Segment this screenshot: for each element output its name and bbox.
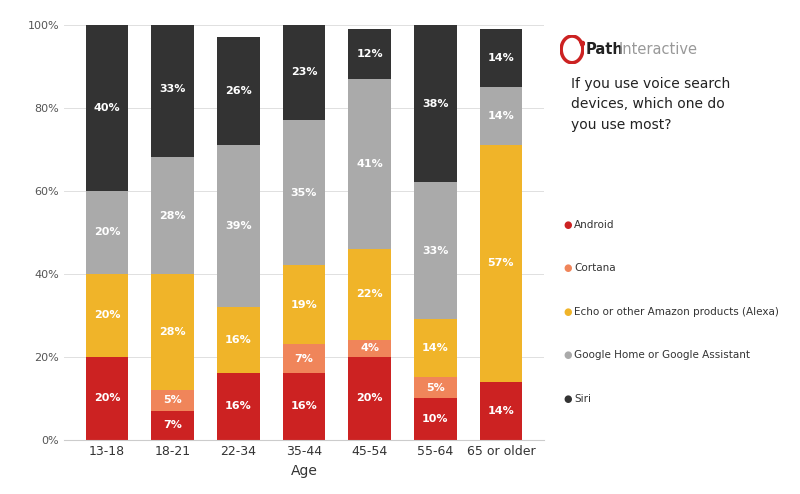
Bar — [348, 249, 391, 340]
Text: 23%: 23% — [290, 67, 318, 78]
Text: 40%: 40% — [94, 103, 121, 113]
Text: Google Home or Google Assistant: Google Home or Google Assistant — [574, 350, 750, 360]
Text: 14%: 14% — [422, 343, 449, 353]
Bar — [414, 319, 457, 377]
Text: 16%: 16% — [290, 402, 318, 412]
Text: 22%: 22% — [356, 289, 383, 299]
Bar — [479, 29, 522, 87]
Text: 14%: 14% — [487, 111, 514, 121]
Bar — [86, 25, 129, 191]
Text: 38%: 38% — [422, 98, 449, 109]
Text: 14%: 14% — [487, 406, 514, 415]
Bar — [217, 373, 260, 440]
Bar — [414, 182, 457, 319]
Text: Echo or other Amazon products (Alexa): Echo or other Amazon products (Alexa) — [574, 307, 779, 317]
Text: 12%: 12% — [356, 49, 383, 59]
Bar — [151, 21, 194, 158]
Bar — [414, 377, 457, 398]
Bar — [217, 307, 260, 373]
Bar — [151, 390, 194, 411]
Text: ●: ● — [563, 307, 572, 317]
Bar — [86, 191, 129, 274]
Text: ●: ● — [563, 394, 572, 404]
Bar — [348, 79, 391, 249]
Bar — [151, 158, 194, 274]
Text: 5%: 5% — [163, 395, 182, 405]
Bar — [217, 37, 260, 145]
Text: 7%: 7% — [294, 354, 314, 364]
Bar — [86, 274, 129, 357]
Text: 20%: 20% — [356, 393, 383, 403]
Text: 35%: 35% — [291, 188, 317, 198]
Text: Interactive: Interactive — [618, 42, 698, 57]
Bar — [414, 25, 457, 182]
Text: Siri: Siri — [574, 394, 591, 404]
Bar — [348, 340, 391, 357]
Text: 28%: 28% — [159, 210, 186, 221]
Bar — [217, 145, 260, 307]
Text: 7%: 7% — [163, 420, 182, 430]
Text: 10%: 10% — [422, 414, 449, 424]
Bar — [282, 25, 326, 120]
Bar — [479, 145, 522, 381]
Text: 39%: 39% — [225, 221, 252, 231]
Text: 57%: 57% — [488, 258, 514, 268]
Bar — [282, 120, 326, 265]
Text: 33%: 33% — [422, 246, 449, 256]
Bar — [282, 373, 326, 440]
Bar — [151, 411, 194, 440]
Text: 14%: 14% — [487, 53, 514, 63]
Text: ●: ● — [563, 350, 572, 360]
Bar — [348, 29, 391, 79]
Text: ●: ● — [563, 263, 572, 273]
Bar — [282, 344, 326, 373]
Text: 16%: 16% — [225, 335, 252, 345]
Bar — [479, 381, 522, 440]
Text: ●: ● — [563, 220, 572, 230]
Bar — [151, 274, 194, 390]
Text: 20%: 20% — [94, 393, 120, 403]
Text: Path: Path — [586, 42, 623, 57]
Text: 19%: 19% — [290, 300, 318, 310]
X-axis label: Age: Age — [290, 464, 318, 479]
Text: 28%: 28% — [159, 327, 186, 337]
Text: Cortana: Cortana — [574, 263, 616, 273]
Bar — [348, 357, 391, 440]
Text: 41%: 41% — [356, 159, 383, 169]
Bar — [86, 357, 129, 440]
Text: If you use voice search
devices, which one do
you use most?: If you use voice search devices, which o… — [571, 77, 730, 132]
Text: 20%: 20% — [94, 310, 120, 320]
Text: 16%: 16% — [225, 402, 252, 412]
Text: Android: Android — [574, 220, 615, 230]
Bar — [414, 398, 457, 440]
Text: 20%: 20% — [94, 227, 120, 237]
Text: 5%: 5% — [426, 383, 445, 393]
Text: 26%: 26% — [225, 86, 252, 96]
Text: 4%: 4% — [360, 343, 379, 353]
Text: 33%: 33% — [159, 84, 186, 94]
Bar — [282, 265, 326, 344]
Bar — [479, 87, 522, 145]
